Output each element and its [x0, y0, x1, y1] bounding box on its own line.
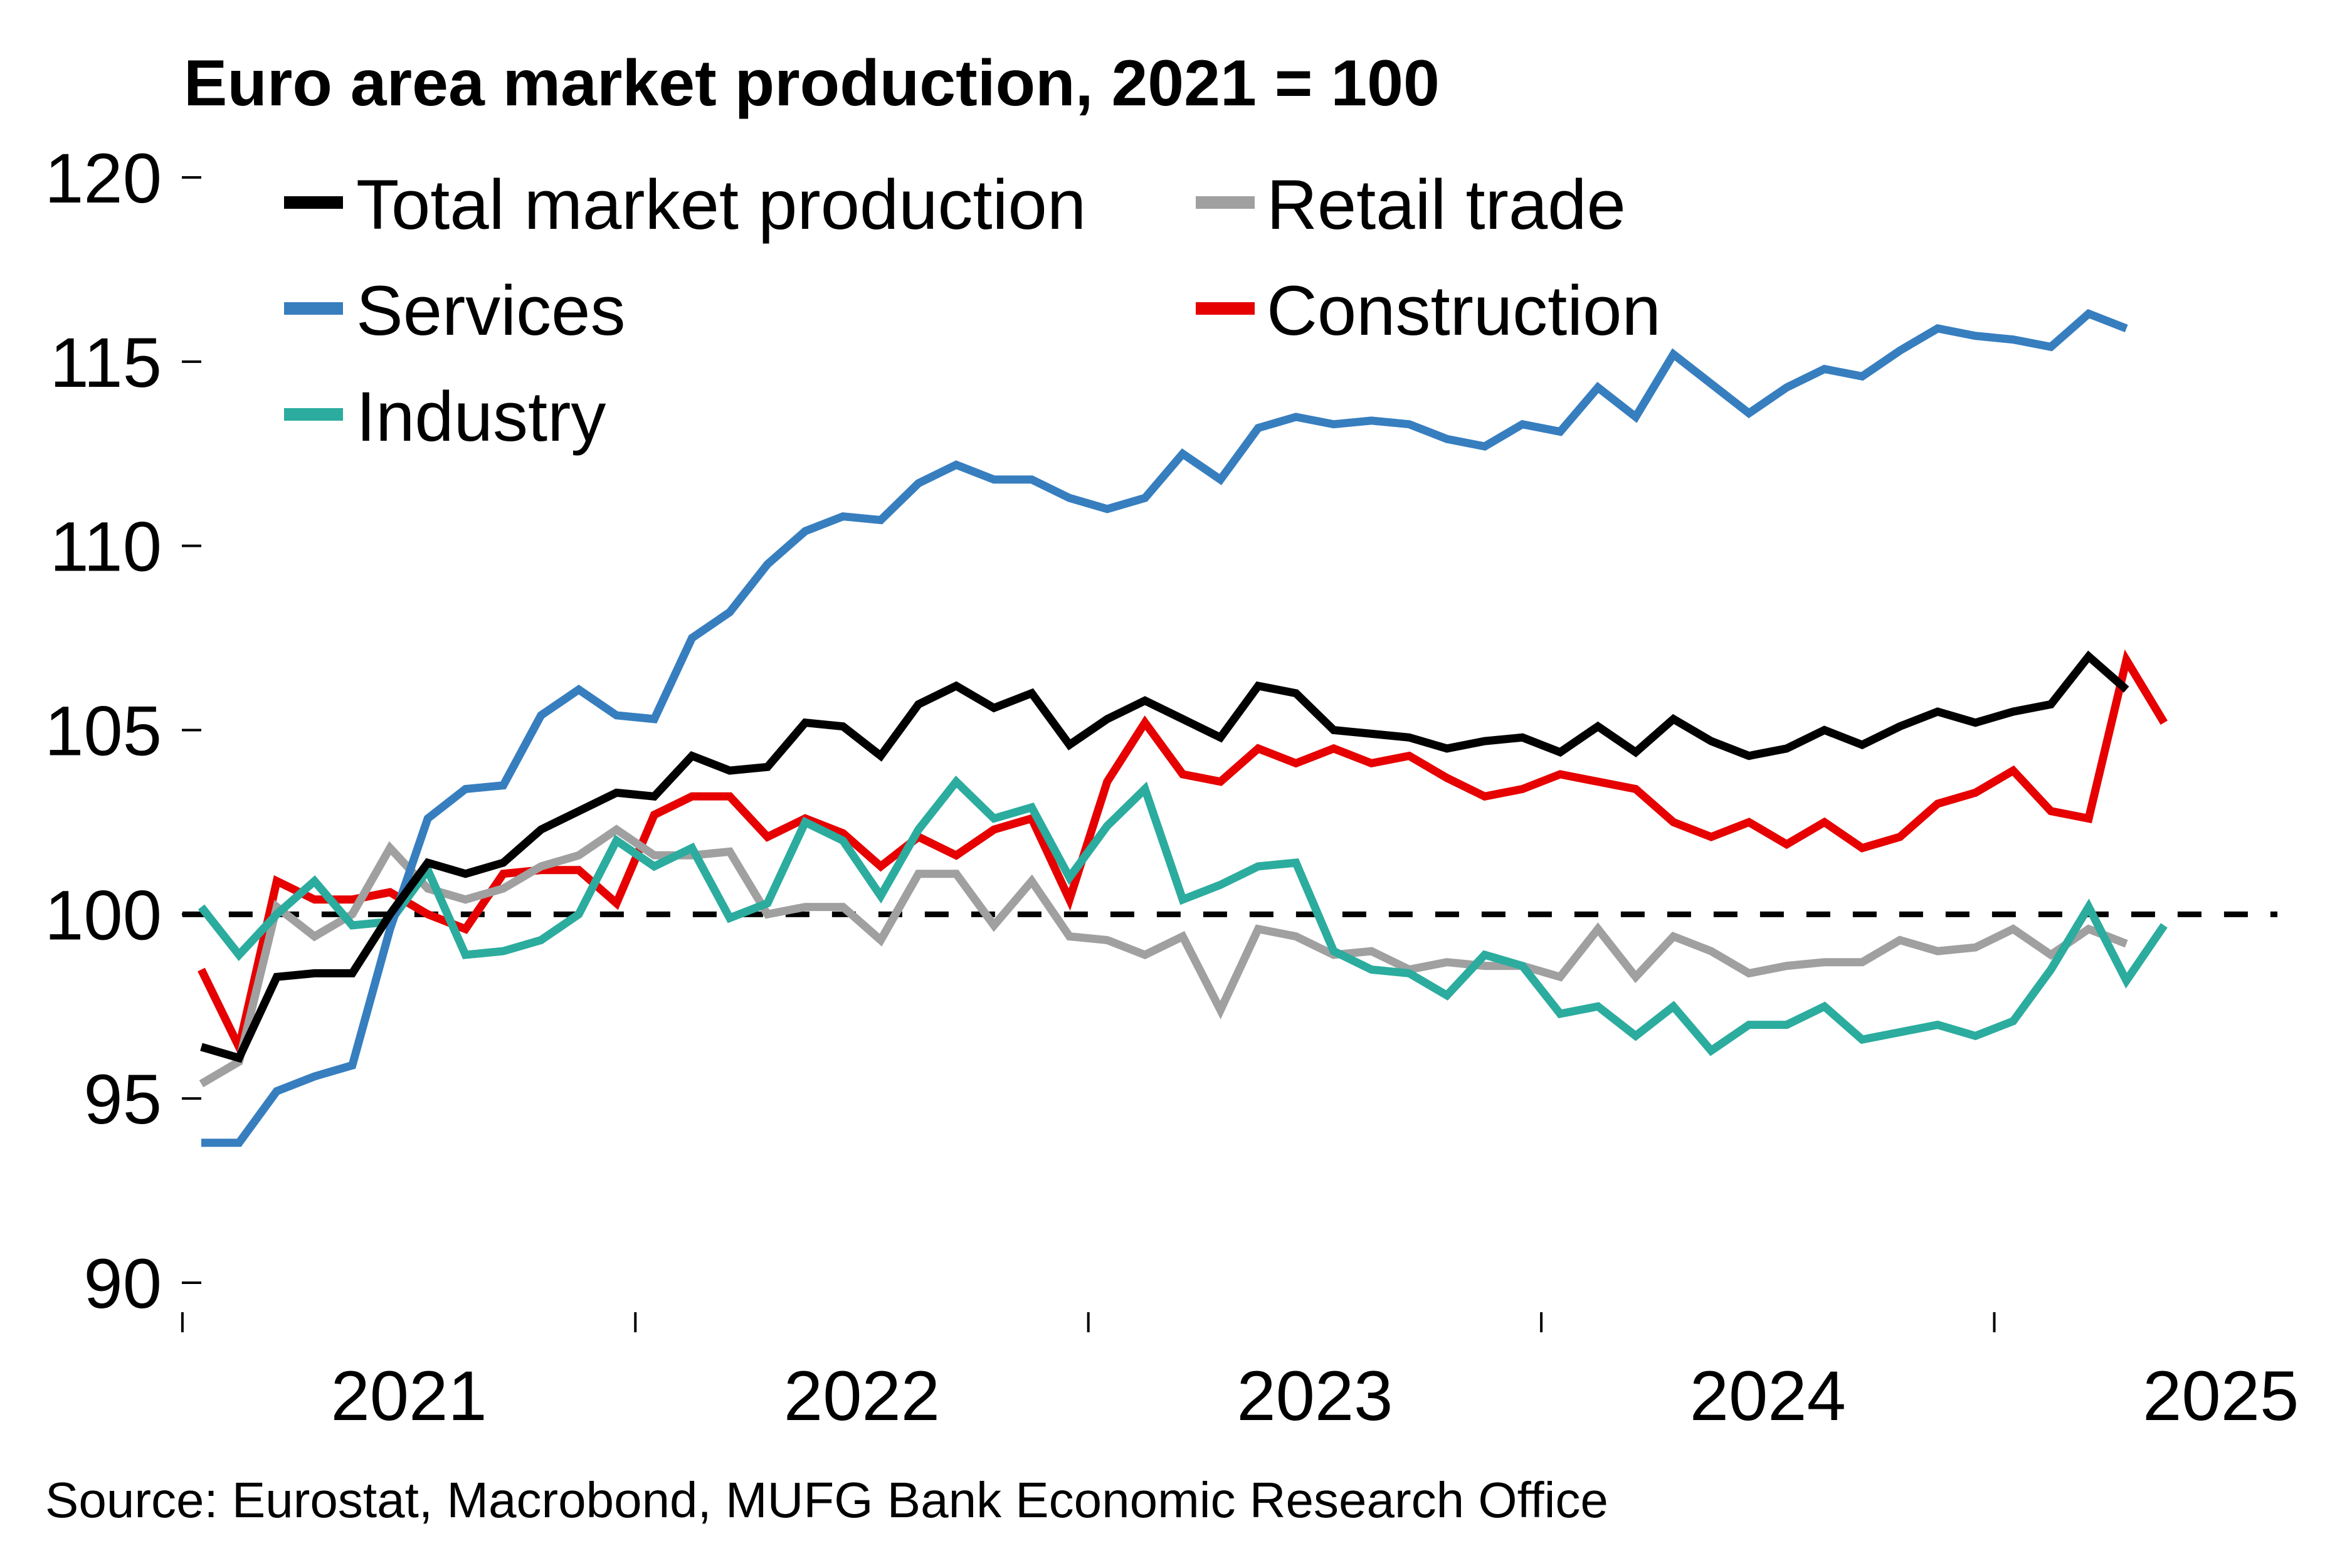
legend-swatch-retail [1196, 196, 1255, 209]
legend-swatch-total [284, 196, 343, 209]
legend-item-industry: Industry [284, 377, 606, 456]
y-tick-label: 115 [50, 324, 162, 402]
x-tick-label: 2022 [784, 1357, 940, 1435]
legend-item-construction: Construction [1196, 271, 1661, 350]
y-tick-label: 110 [50, 508, 162, 586]
series-line-total-market-production [200, 650, 2129, 1063]
y-axis: 90 95 100 105 110 115 120 [45, 139, 201, 1323]
x-tick-label: 2021 [331, 1357, 487, 1435]
legend-label-services: Services [356, 271, 625, 350]
legend-swatch-industry [284, 408, 343, 421]
legend-label-retail: Retail trade [1267, 166, 1626, 244]
x-tick-label: 2025 [2143, 1357, 2299, 1435]
x-axis: 2021 2022 2023 2024 2025 [181, 1312, 2299, 1435]
x-tick-label: 2024 [1690, 1357, 1846, 1435]
legend-label-industry: Industry [356, 377, 606, 456]
legend-item-total-market-production: Total market production [284, 166, 1086, 244]
y-tick-label: 105 [45, 692, 162, 771]
legend-item-services: Services [284, 271, 625, 350]
y-tick-label: 120 [45, 139, 162, 218]
series-line-services [201, 308, 2128, 1147]
legend-label-construction: Construction [1267, 271, 1661, 350]
y-tick-label: 100 [45, 876, 162, 954]
legend-item-retail-trade: Retail trade [1196, 166, 1626, 244]
x-tick-label: 2023 [1237, 1357, 1393, 1435]
legend-swatch-services [284, 302, 343, 315]
legend-swatch-construction [1196, 302, 1255, 315]
chart-title: Euro area market production, 2021 = 100 [184, 47, 1440, 120]
legend: Total market production Retail trade Ser… [284, 166, 1661, 456]
y-tick-label: 90 [83, 1244, 162, 1323]
series-line-retail-trade [199, 824, 2128, 1088]
legend-label-total: Total market production [356, 166, 1086, 244]
y-tick-label: 95 [83, 1060, 162, 1139]
series-line-industry [198, 776, 2168, 1056]
series-lines [198, 308, 2168, 1147]
source-note: Source: Eurostat, Macrobond, MUFG Bank E… [45, 1472, 1608, 1528]
